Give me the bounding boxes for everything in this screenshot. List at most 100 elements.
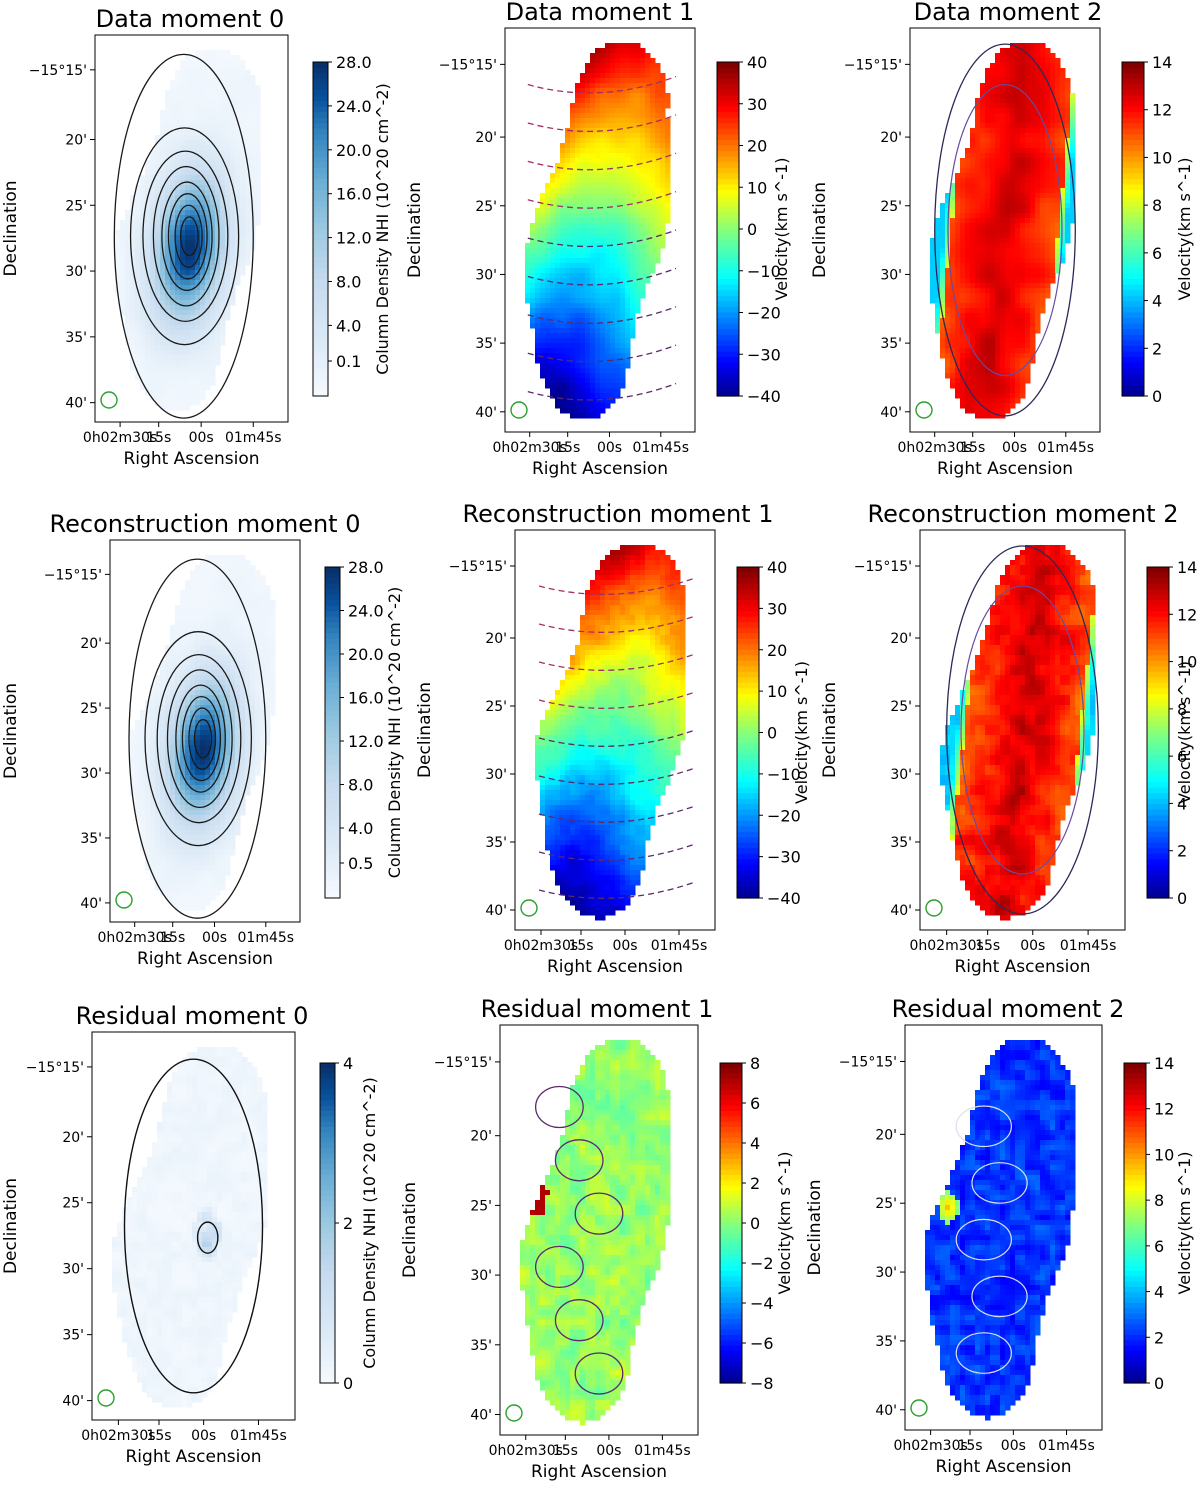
map-pixel bbox=[255, 140, 261, 146]
map-pixel bbox=[590, 138, 596, 144]
map-pixel bbox=[545, 283, 551, 289]
map-pixel bbox=[1025, 293, 1031, 299]
map-pixel bbox=[1045, 188, 1051, 194]
colorbar-segment bbox=[717, 323, 739, 330]
map-pixel bbox=[630, 78, 636, 84]
map-pixel bbox=[645, 268, 651, 274]
map-pixel bbox=[615, 68, 621, 74]
map-pixel bbox=[1040, 128, 1046, 134]
map-pixel bbox=[165, 380, 171, 386]
map-pixel bbox=[225, 305, 231, 311]
map-pixel bbox=[1005, 153, 1011, 159]
map-pixel bbox=[210, 50, 216, 56]
map-pixel bbox=[965, 398, 971, 404]
map-pixel bbox=[210, 350, 216, 356]
map-pixel bbox=[665, 198, 671, 204]
map-pixel bbox=[255, 165, 261, 171]
colorbar-segment bbox=[313, 267, 328, 275]
colorbar-segment bbox=[1122, 73, 1144, 80]
map-pixel bbox=[195, 80, 201, 86]
velocity-contour bbox=[527, 152, 677, 171]
map-pixel bbox=[235, 265, 241, 271]
map-pixel bbox=[1005, 98, 1011, 104]
map-pixel bbox=[995, 168, 1001, 174]
map-pixel bbox=[180, 190, 186, 196]
map-pixel bbox=[150, 345, 156, 351]
map-pixel bbox=[135, 375, 141, 381]
map-pixel bbox=[965, 198, 971, 204]
map-pixel bbox=[1000, 398, 1006, 404]
colorbar-segment bbox=[717, 145, 739, 152]
map-pixel bbox=[170, 245, 176, 251]
map-pixel bbox=[605, 213, 611, 219]
map-pixel bbox=[980, 308, 986, 314]
map-pixel bbox=[240, 250, 246, 256]
map-pixel bbox=[130, 300, 136, 306]
map-pixel bbox=[585, 203, 591, 209]
map-pixel bbox=[195, 205, 201, 211]
map-pixel bbox=[975, 158, 981, 164]
map-pixel bbox=[930, 248, 936, 254]
map-pixel bbox=[605, 308, 611, 314]
map-pixel bbox=[660, 128, 666, 134]
map-pixel bbox=[130, 315, 136, 321]
map-pixel bbox=[590, 233, 596, 239]
map-pixel bbox=[585, 243, 591, 249]
map-pixel bbox=[585, 283, 591, 289]
map-pixel bbox=[620, 173, 626, 179]
map-pixel bbox=[1035, 158, 1041, 164]
map-pixel bbox=[195, 95, 201, 101]
map-pixel bbox=[1045, 183, 1051, 189]
map-pixel bbox=[1045, 83, 1051, 89]
map-pixel bbox=[140, 260, 146, 266]
beam-ellipse bbox=[100, 391, 118, 409]
map-pixel bbox=[1020, 283, 1026, 289]
map-pixel bbox=[155, 255, 161, 261]
map-pixel bbox=[990, 108, 996, 114]
map-pixel bbox=[240, 270, 246, 276]
map-pixel bbox=[590, 333, 596, 339]
map-pixel bbox=[985, 338, 991, 344]
map-pixel bbox=[190, 55, 196, 61]
map-pixel bbox=[240, 555, 246, 561]
map-pixel bbox=[560, 258, 566, 264]
map-pixel bbox=[1020, 378, 1026, 384]
map-pixel bbox=[940, 353, 946, 359]
map-pixel bbox=[1010, 228, 1016, 234]
map-pixel bbox=[990, 363, 996, 369]
map-pixel bbox=[600, 218, 606, 224]
map-pixel bbox=[1025, 198, 1031, 204]
map-pixel bbox=[990, 143, 996, 149]
map-pixel bbox=[570, 413, 576, 419]
map-pixel bbox=[1025, 348, 1031, 354]
map-pixel bbox=[190, 270, 196, 276]
colorbar-segment bbox=[313, 273, 328, 280]
map-pixel bbox=[555, 388, 561, 394]
map-pixel bbox=[150, 360, 156, 366]
map-pixel bbox=[600, 388, 606, 394]
map-pixel bbox=[190, 305, 196, 311]
map-pixel bbox=[1015, 183, 1021, 189]
map-pixel bbox=[980, 373, 986, 379]
map-pixel bbox=[200, 60, 206, 66]
map-pixel bbox=[1045, 273, 1051, 279]
map-pixel bbox=[550, 353, 556, 359]
map-pixel bbox=[960, 183, 966, 189]
map-pixel bbox=[160, 235, 166, 241]
map-pixel bbox=[215, 115, 221, 121]
map-pixel bbox=[580, 203, 586, 209]
map-pixel bbox=[1035, 213, 1041, 219]
map-pixel bbox=[975, 213, 981, 219]
colorbar-segment bbox=[313, 384, 328, 392]
map-pixel bbox=[625, 183, 631, 189]
map-pixel bbox=[240, 260, 246, 266]
map-pixel bbox=[575, 393, 581, 399]
map-pixel bbox=[1000, 158, 1006, 164]
map-pixel bbox=[590, 78, 596, 84]
map-pixel bbox=[990, 168, 996, 174]
map-pixel bbox=[1020, 298, 1026, 304]
map-pixel bbox=[1025, 328, 1031, 334]
map-pixel bbox=[205, 70, 211, 76]
map-pixel bbox=[235, 130, 241, 136]
map-pixel bbox=[975, 338, 981, 344]
